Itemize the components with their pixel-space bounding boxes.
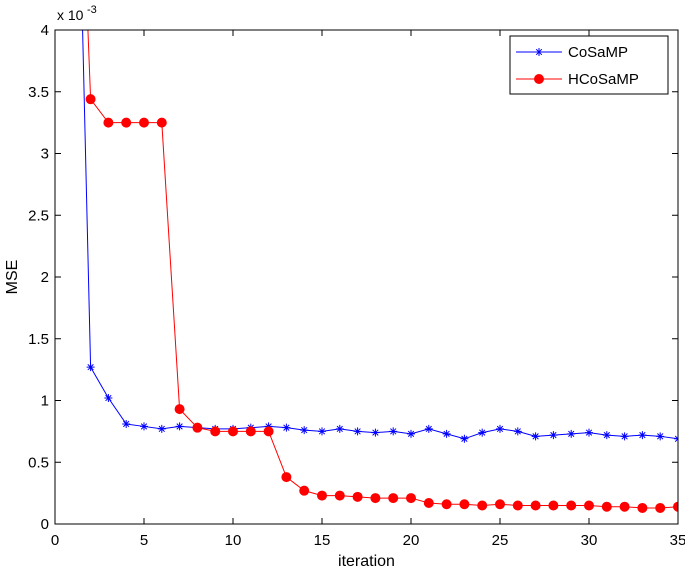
y-tick-label: 1 [41, 393, 49, 410]
data-point [478, 428, 487, 437]
data-point [459, 499, 470, 510]
data-point [656, 432, 665, 441]
legend: CoSaMP HCoSaMP [509, 35, 669, 95]
y-tick-label: 4 [41, 22, 49, 39]
data-point [157, 424, 166, 433]
data-point [673, 501, 678, 512]
data-point [300, 426, 309, 435]
y-tick-label: 3.5 [28, 84, 49, 101]
data-point [423, 498, 434, 509]
data-point [638, 431, 647, 440]
data-point [388, 493, 399, 504]
x-tick-label: 5 [140, 532, 148, 549]
data-point [584, 500, 594, 511]
x-tick-label: 30 [581, 532, 598, 549]
data-point [371, 428, 380, 437]
data-point [655, 502, 666, 513]
data-point [192, 422, 203, 433]
legend-box [509, 35, 669, 95]
data-point [424, 424, 433, 433]
legend-marker [535, 48, 543, 56]
data-point [531, 432, 540, 441]
legend-item-cosamp: CoSaMP [516, 44, 628, 61]
data-point [317, 490, 327, 501]
y-tick-label: 2 [41, 269, 49, 286]
y-axis-title: MSE [4, 260, 21, 295]
data-point [156, 117, 167, 128]
y-tick-label: 1.5 [28, 331, 49, 348]
data-point [281, 472, 292, 483]
data-point [245, 426, 256, 437]
data-point [86, 363, 95, 372]
data-point [122, 419, 131, 428]
data-point [353, 427, 362, 436]
legend-item-hcosamp: HCoSaMP [516, 71, 639, 88]
legend-label: HCoSaMP [568, 71, 639, 88]
data-point [263, 426, 274, 437]
data-point [548, 500, 559, 511]
data-point [175, 422, 184, 431]
y-tick-label: 0.5 [28, 454, 49, 471]
data-point [210, 426, 221, 437]
x-tick-label: 25 [492, 532, 509, 549]
data-point [602, 431, 611, 440]
data-point [228, 426, 238, 437]
data-point [370, 493, 381, 504]
data-point [549, 431, 558, 440]
x-axis-title: iteration [338, 553, 395, 569]
data-point [442, 429, 451, 438]
data-point [121, 117, 132, 128]
legend-label: CoSaMP [568, 44, 628, 61]
data-point [174, 404, 185, 415]
data-point [441, 499, 452, 510]
data-point [566, 500, 577, 511]
data-point [335, 424, 344, 433]
data-point [530, 500, 541, 511]
data-point [477, 500, 488, 511]
y-multiplier-exponent: -3 [87, 4, 97, 16]
data-point [406, 493, 416, 504]
data-point [601, 501, 612, 512]
data-point [389, 427, 398, 436]
data-point [334, 490, 345, 501]
series-hcosamp [85, 30, 678, 513]
data-point [140, 422, 148, 431]
data-point [567, 429, 576, 438]
data-point [496, 424, 504, 433]
data-point [585, 428, 593, 437]
x-tick-label: 20 [403, 532, 420, 549]
data-point [495, 499, 505, 510]
x-tick-label: 15 [314, 532, 331, 549]
legend-marker [534, 74, 544, 84]
data-point [282, 423, 291, 432]
data-point [299, 485, 310, 496]
data-point [620, 432, 629, 441]
data-point [460, 434, 469, 443]
y-multiplier-label: x 10 [57, 7, 84, 23]
x-tick-label: 10 [225, 532, 242, 549]
x-tick-label: 35 [670, 532, 685, 549]
plot-area [82, 30, 678, 513]
data-point [85, 94, 96, 105]
axes-box [54, 29, 679, 525]
data-point [407, 429, 415, 438]
data-point [637, 502, 648, 513]
axis-ticks [54, 29, 679, 525]
data-point [512, 500, 523, 511]
y-tick-label: 2.5 [28, 207, 49, 224]
y-tick-label: 0 [41, 516, 49, 533]
data-point [513, 427, 522, 436]
tick-labels: 0 5 10 15 20 25 30 35 0 0.5 1 1.5 2 2.5 3 3.5 4 [28, 22, 685, 549]
data-point [619, 501, 630, 512]
data-point [103, 117, 114, 128]
data-point [352, 491, 363, 502]
x-tick-label: 0 [51, 532, 59, 549]
data-point [318, 427, 326, 436]
y-tick-label: 3 [41, 146, 49, 163]
data-point [139, 117, 149, 128]
data-point [104, 394, 113, 403]
